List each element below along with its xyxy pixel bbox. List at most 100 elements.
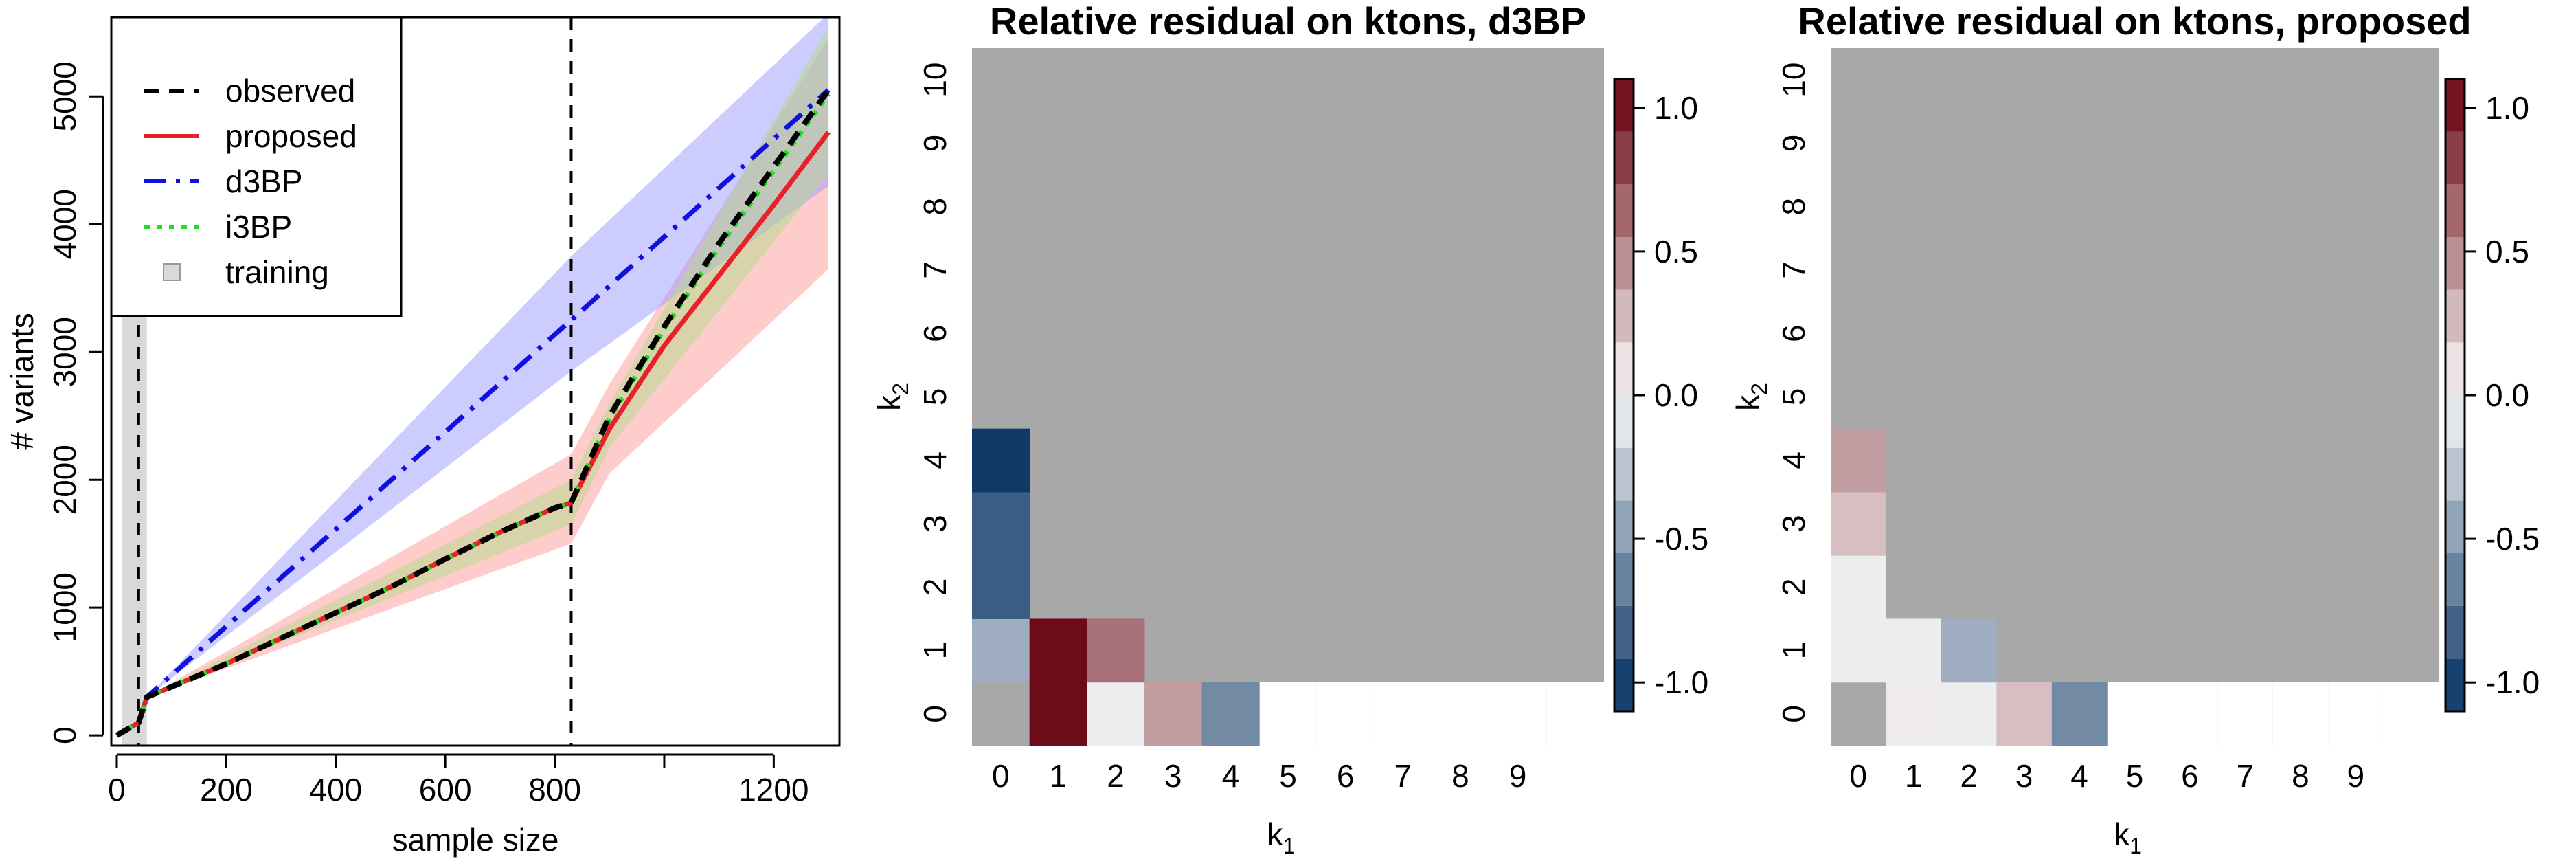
x-axis-label: k1	[1267, 816, 1296, 858]
x-tick-label: 0	[992, 758, 1010, 794]
heatmap-empty-cell	[1432, 682, 1489, 746]
band-proposed	[146, 38, 829, 698]
x-tick-label: 4	[1222, 758, 1240, 794]
colorbar-segment	[1614, 237, 1634, 290]
x-tick-label: 3	[1164, 758, 1182, 794]
y-tick-label: 3	[1776, 515, 1811, 533]
band-d3bp	[146, 17, 829, 698]
colorbar-segment	[1614, 131, 1634, 185]
colorbar-tick-label: 0.0	[2485, 377, 2529, 413]
heatmap-empty-cell	[2107, 682, 2162, 746]
y-tick-label: 0	[917, 705, 953, 723]
colorbar-segment	[2445, 447, 2465, 501]
y-tick-label: 3000	[47, 317, 82, 387]
colorbar-segment	[1614, 658, 1634, 711]
colorbar-segment	[2445, 658, 2465, 711]
y-tick-label: 5	[1776, 388, 1811, 406]
x-tick-label: 6	[1337, 758, 1355, 794]
heatmap-empty-cell	[1374, 682, 1432, 746]
heatmap-cell	[972, 618, 1030, 683]
heatmap-cell	[972, 555, 1030, 619]
y-tick-label: 1000	[47, 572, 82, 643]
plot-frame	[110, 16, 841, 747]
legend-label-observed: observed	[225, 73, 355, 109]
colorbar-segment	[1614, 500, 1634, 553]
legend-label-d3BP: d3BP	[225, 164, 303, 199]
y-tick-label: 2	[917, 579, 953, 596]
x-tick-label: 9	[1509, 758, 1527, 794]
heatmap-cell	[1831, 555, 1886, 619]
chart-title: Relative residual on ktons, proposed	[1798, 0, 2471, 43]
y-tick-label: 9	[1776, 135, 1811, 153]
colorbar-segment	[1614, 79, 1634, 132]
colorbar-segment	[2445, 553, 2465, 606]
x-axis-label-sub: 1	[1283, 834, 1296, 858]
y-tick-label: 10	[1776, 63, 1811, 98]
colorbar-tick-label: -1.0	[1654, 665, 1708, 700]
legend-label-i3BP: i3BP	[225, 209, 292, 245]
x-tick-label: 6	[2181, 758, 2199, 794]
colorbar-segment	[2445, 79, 2465, 132]
colorbar-tick-label: -0.5	[1654, 521, 1708, 557]
x-tick-label: 1	[1905, 758, 1923, 794]
heatmap-empty-cell	[1259, 682, 1317, 746]
legend-label-training: training	[225, 254, 329, 290]
y-tick-label: 3	[917, 515, 953, 533]
colorbar-segment	[2445, 342, 2465, 395]
x-axis-label: k1	[2114, 816, 2142, 858]
heatmap-cell	[1996, 682, 2053, 746]
x-tick-label: 4	[2070, 758, 2088, 794]
colorbar-segment	[2445, 237, 2465, 290]
x-tick-label: 3	[2015, 758, 2033, 794]
x-tick-label: 1	[1050, 758, 1067, 794]
colorbar-tick-label: 0.5	[1654, 234, 1698, 269]
colorbar-tick-label: 1.0	[2485, 90, 2529, 126]
x-tick-label: 400	[309, 772, 362, 807]
y-axis-label-sub: 2	[888, 383, 913, 395]
y-tick-label: 8	[917, 198, 953, 216]
y-axis-label-sub: 2	[1747, 383, 1772, 395]
x-tick-label: 0	[1849, 758, 1867, 794]
heatmap-cell	[972, 491, 1030, 556]
colorbar-tick-label: 0.0	[1654, 377, 1698, 413]
legend: observed proposed d3BP i3BP training	[110, 16, 403, 317]
colorbar-segment	[2445, 605, 2465, 659]
colorbar-segment	[1614, 605, 1634, 659]
y-tick-label: 2000	[47, 445, 82, 515]
heatmap-cell	[1029, 682, 1087, 746]
y-tick-label: 5	[917, 388, 953, 406]
x-tick-label: 2	[1960, 758, 1978, 794]
y-axis-label: k2	[1730, 383, 1772, 411]
x-tick-label: 0	[108, 772, 126, 807]
colorbar-segment	[1614, 447, 1634, 501]
colorbar-segment	[2445, 131, 2465, 185]
x-tick-label: 200	[200, 772, 253, 807]
colorbar: -1.0 -0.5 0.0 0.5 1.0	[2444, 78, 2540, 713]
heatmap-empty-cell	[2272, 682, 2329, 746]
chart-title: Relative residual on ktons, d3BP	[990, 0, 1586, 43]
y-tick-label: 1	[917, 642, 953, 660]
legend-box	[110, 16, 403, 317]
heatmap-empty-cell	[1489, 682, 1547, 746]
x-tick-label: 1200	[738, 772, 809, 807]
heatmap-cell	[1831, 428, 1886, 493]
heatmap-cell-0-0	[1831, 682, 1886, 746]
y-axis-label-main: k	[871, 394, 907, 411]
x-tick-label: 2	[1107, 758, 1125, 794]
colorbar-segment	[1614, 553, 1634, 606]
colorbar-segment	[1614, 289, 1634, 343]
y-tick-label: 8	[1776, 198, 1811, 216]
line-chart-panel: 0 200 400 600 800 1200 sample size 0 1000 2000 300…	[4, 16, 841, 858]
y-tick-label: 4	[1776, 451, 1811, 469]
x-tick-label: 9	[2347, 758, 2365, 794]
x-axis-label-main: k	[2114, 816, 2130, 852]
x-axis-label: sample size	[392, 822, 559, 858]
heatmap-proposed-panel: Relative residual on ktons, proposed 0 1 2 3…	[1730, 0, 2540, 858]
legend-label-proposed: proposed	[225, 118, 357, 154]
colorbar: -1.0 -0.5 0.0 0.5 1.0	[1613, 78, 1708, 713]
colorbar-segment	[2445, 184, 2465, 237]
heatmap-cell	[1831, 618, 1886, 683]
heatmap-cell	[1831, 491, 1886, 556]
y-tick-label: 4000	[47, 189, 82, 259]
